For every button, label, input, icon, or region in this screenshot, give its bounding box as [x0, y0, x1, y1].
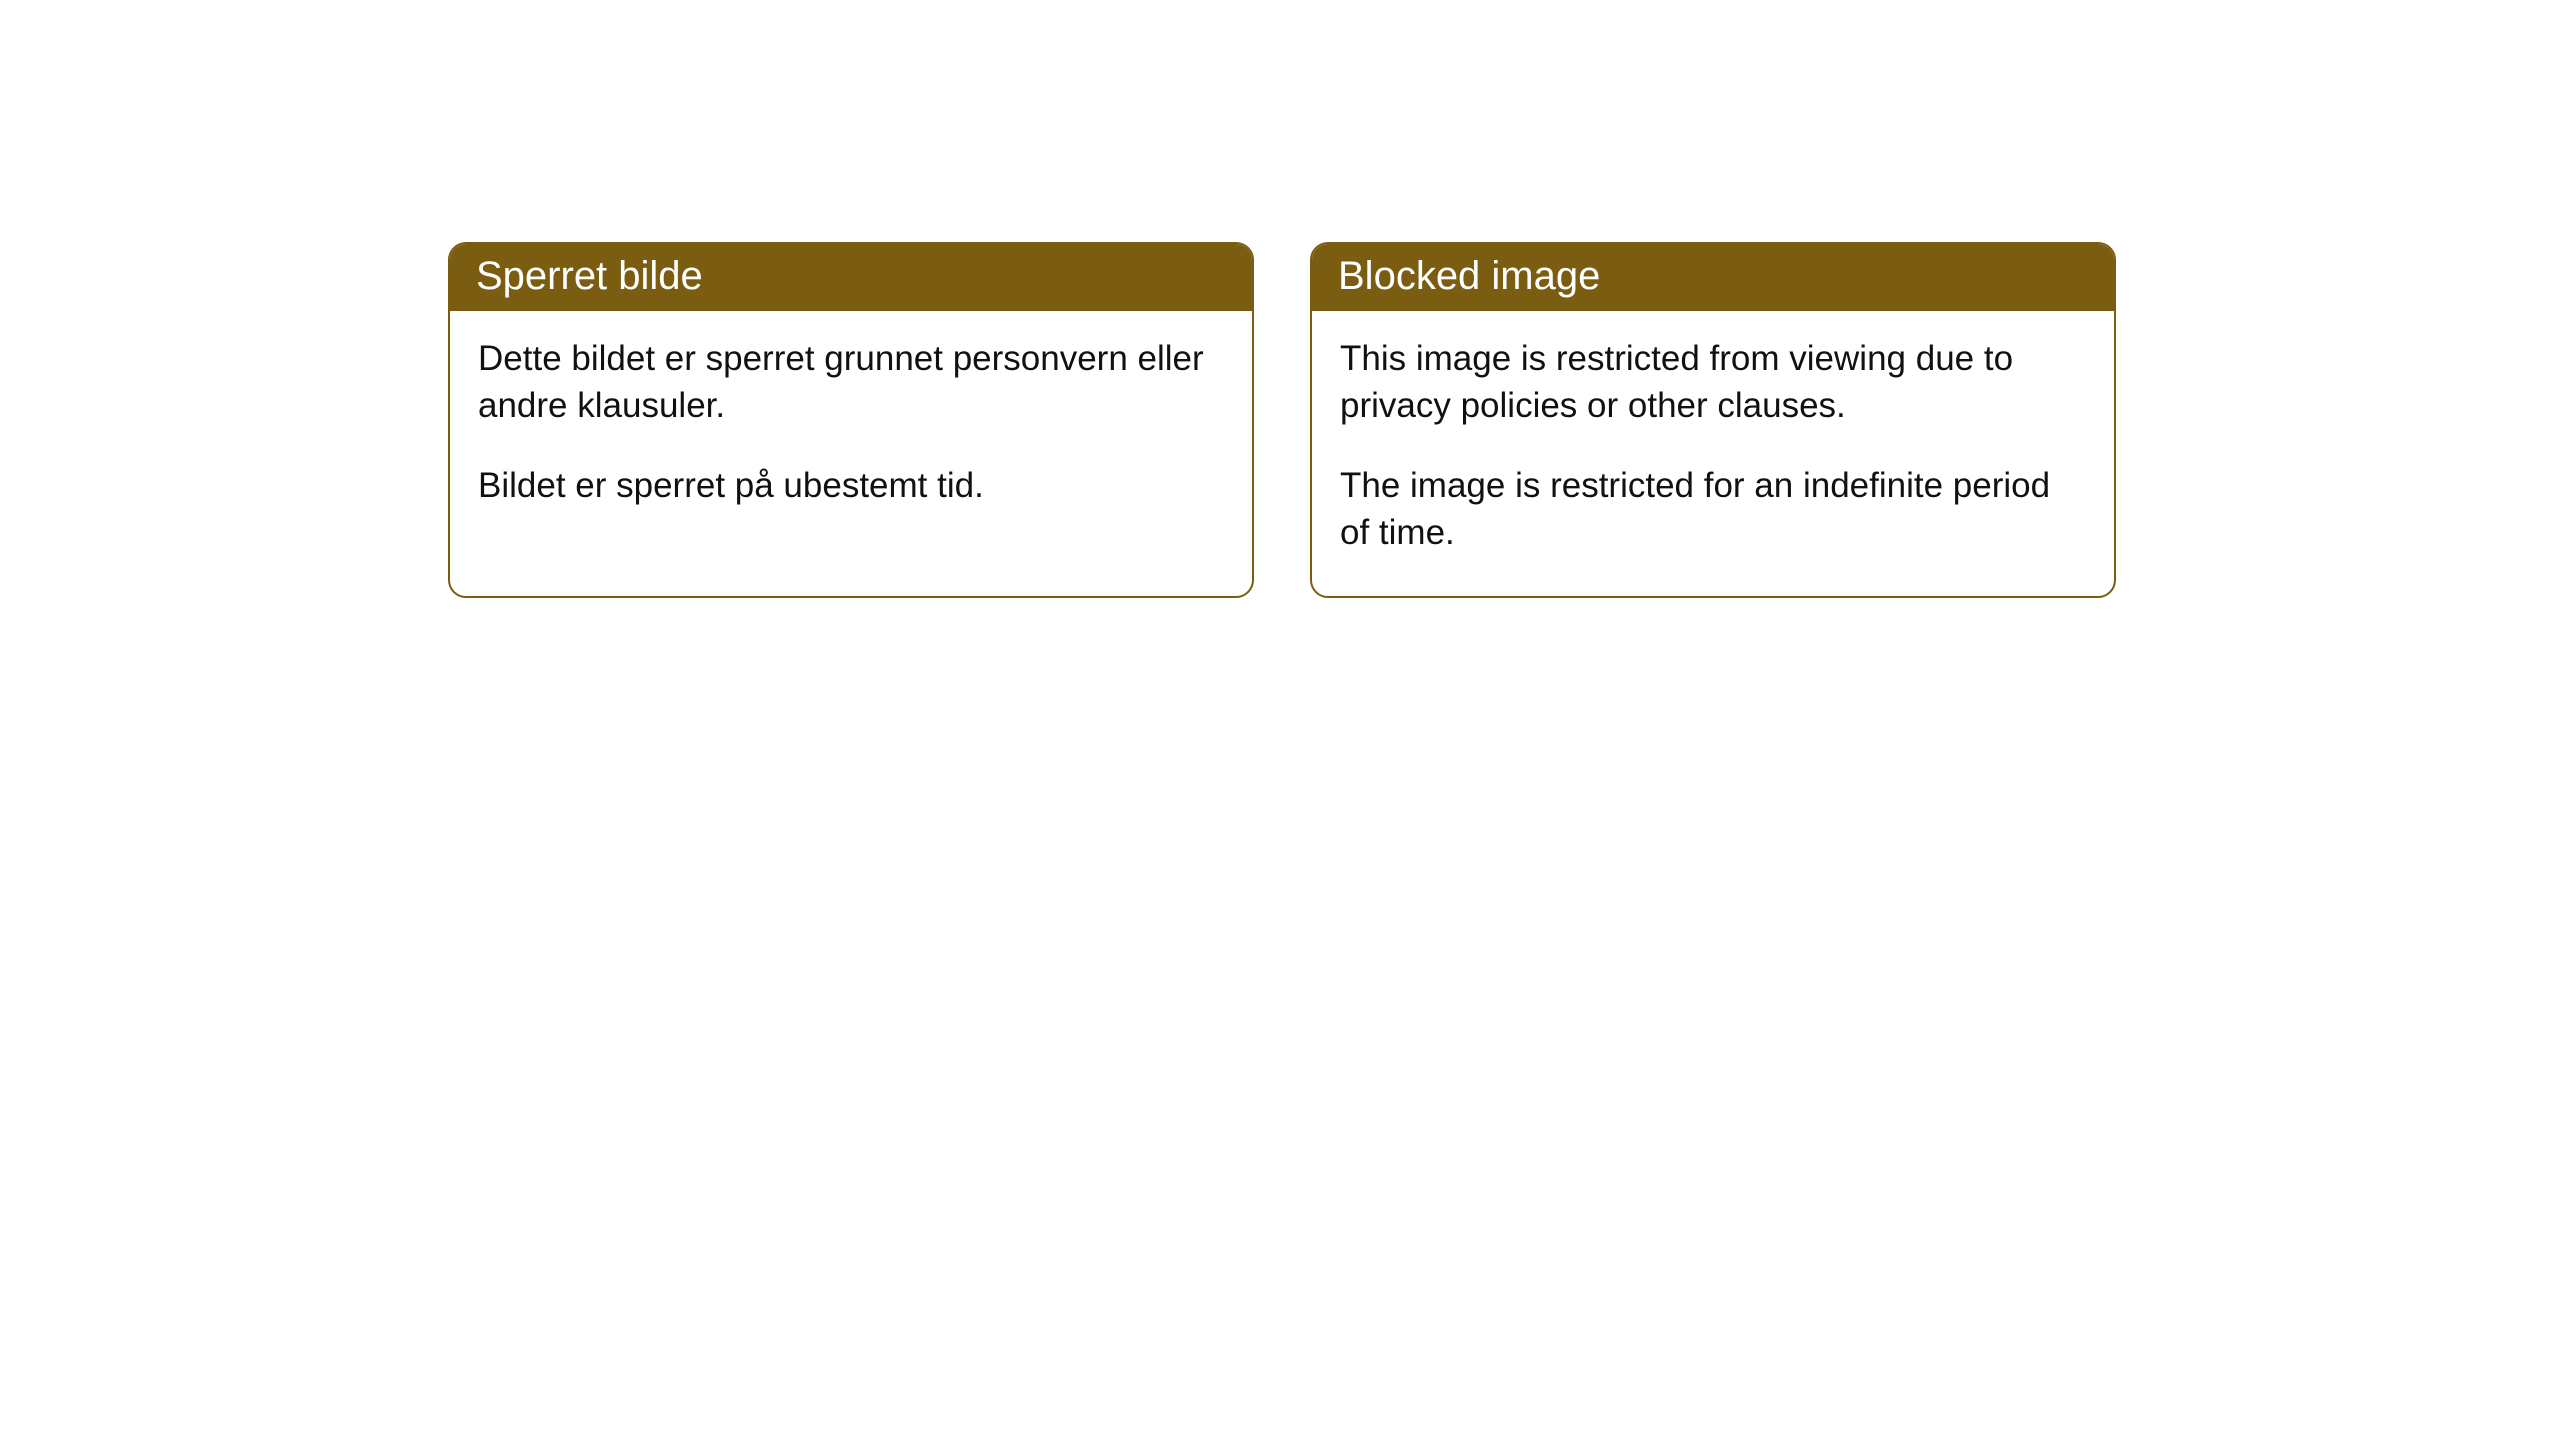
card-header-norwegian: Sperret bilde	[450, 244, 1252, 311]
card-body-norwegian: Dette bildet er sperret grunnet personve…	[450, 311, 1252, 549]
notice-card-english: Blocked image This image is restricted f…	[1310, 242, 2116, 598]
notice-card-norwegian: Sperret bilde Dette bildet er sperret gr…	[448, 242, 1254, 598]
notice-text-english-1: This image is restricted from viewing du…	[1340, 335, 2086, 430]
notice-cards-container: Sperret bilde Dette bildet er sperret gr…	[0, 0, 2560, 598]
card-header-english: Blocked image	[1312, 244, 2114, 311]
notice-text-english-2: The image is restricted for an indefinit…	[1340, 462, 2086, 557]
notice-text-norwegian-1: Dette bildet er sperret grunnet personve…	[478, 335, 1224, 430]
card-body-english: This image is restricted from viewing du…	[1312, 311, 2114, 596]
notice-text-norwegian-2: Bildet er sperret på ubestemt tid.	[478, 462, 1224, 509]
